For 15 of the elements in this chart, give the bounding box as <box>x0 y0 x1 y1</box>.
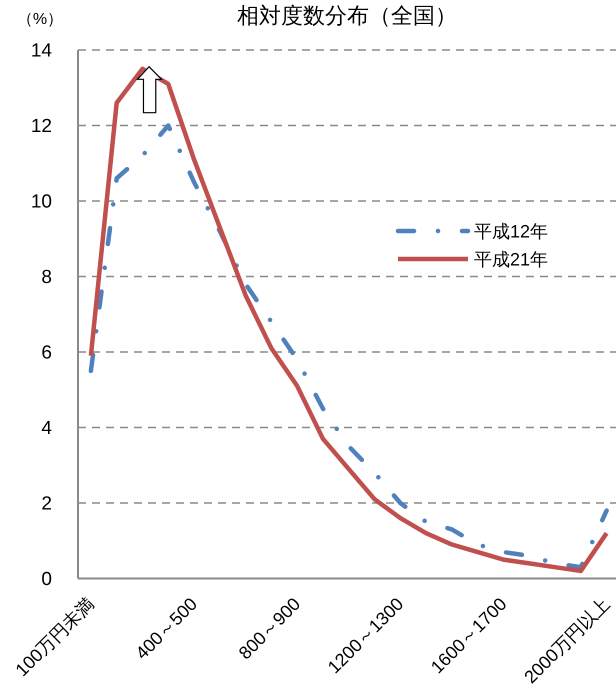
y-tick-label: 6 <box>41 342 52 364</box>
y-tick-label: 12 <box>30 116 52 138</box>
y-tick-label: 4 <box>41 418 52 440</box>
y-tick-label: 0 <box>41 569 52 590</box>
y-tick-label: 8 <box>41 267 52 288</box>
legend-label: 平成21年 <box>474 249 548 270</box>
x-tick-label: 800～900 <box>234 594 304 664</box>
y-axis-title: （%） <box>16 11 64 28</box>
chart-title: 相対度数分布（全国） <box>237 3 457 28</box>
x-tick-label: 400～500 <box>132 594 201 664</box>
y-tick-label: 14 <box>30 40 52 62</box>
x-tick-label: 100万円未満 <box>11 594 98 680</box>
y-tick-label: 2 <box>41 494 52 515</box>
legend-label: 平成12年 <box>474 221 548 242</box>
y-tick-label: 10 <box>30 192 52 213</box>
